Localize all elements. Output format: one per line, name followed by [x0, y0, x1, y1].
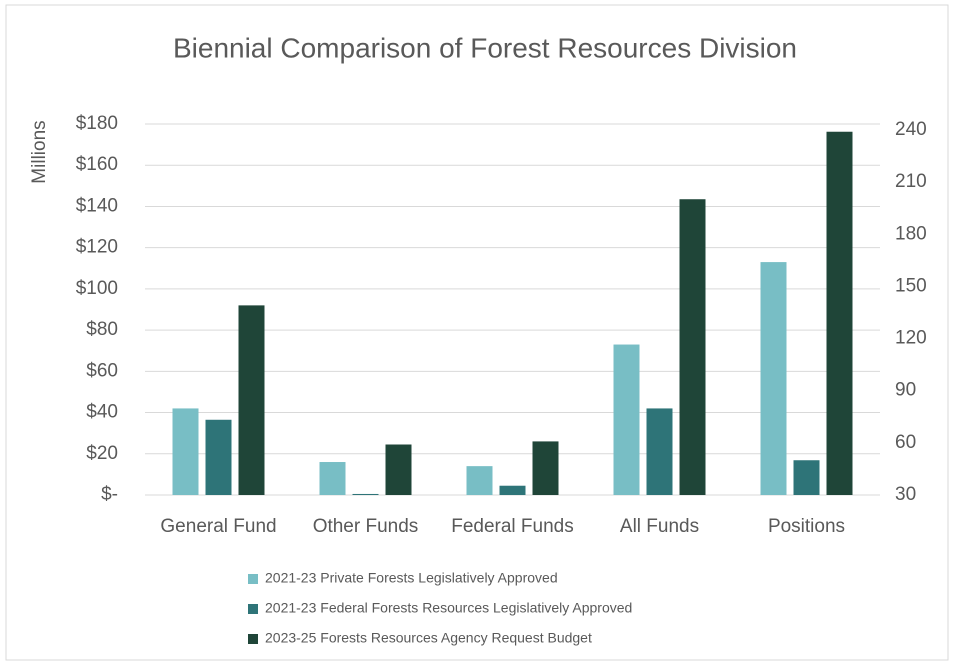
legend-swatch: [248, 574, 258, 584]
y-tick-label: $40: [86, 402, 118, 423]
legend-label: 2023-25 Forests Resources Agency Request…: [265, 630, 592, 646]
y-tick-label: $20: [86, 443, 118, 464]
x-tick-label: Other Funds: [313, 516, 419, 537]
x-tick-label: All Funds: [620, 516, 699, 537]
y2-tick-label: 240: [895, 119, 927, 140]
y-tick-label: $-: [101, 484, 118, 505]
bar: [793, 460, 820, 495]
bar: [760, 262, 787, 495]
bar: [826, 131, 853, 495]
y-axis-title: Millions: [29, 120, 50, 183]
chart-title: Biennial Comparison of Forest Resources …: [173, 32, 797, 63]
y-tick-label: $140: [76, 195, 118, 216]
chart-border: [5, 4, 949, 661]
legend-label: 2021-23 Federal Forests Resources Legisl…: [265, 600, 632, 616]
y-tick-label: $80: [86, 319, 118, 340]
legend-swatch: [248, 604, 258, 614]
bar: [385, 444, 412, 495]
y2-tick-label: 180: [895, 223, 927, 244]
legend-swatch: [248, 634, 258, 644]
bar: [613, 344, 640, 495]
y-tick-label: $100: [76, 278, 118, 299]
y-tick-label: $120: [76, 237, 118, 258]
y2-tick-label: 30: [895, 484, 916, 505]
x-tick-label: Federal Funds: [451, 516, 574, 537]
y2-tick-label: 60: [895, 432, 916, 453]
bar: [646, 408, 673, 495]
x-tick-label: General Fund: [160, 516, 276, 537]
bar: [319, 462, 346, 495]
y2-tick-label: 120: [895, 328, 927, 349]
bar: [205, 419, 232, 495]
bar: [352, 493, 379, 495]
bar: [172, 408, 199, 495]
y-tick-label: $160: [76, 154, 118, 175]
bar: [532, 441, 559, 495]
x-tick-label: Positions: [768, 516, 845, 537]
bar: [238, 305, 265, 495]
y2-tick-label: 90: [895, 380, 916, 401]
legend-label: 2021-23 Private Forests Legislatively Ap…: [265, 570, 558, 586]
bar: [466, 466, 493, 495]
bar: [499, 485, 526, 495]
y2-tick-label: 150: [895, 275, 927, 296]
y2-tick-label: 210: [895, 171, 927, 192]
y-tick-label: $60: [86, 360, 118, 381]
bar: [679, 199, 706, 495]
y-tick-label: $180: [76, 113, 118, 134]
